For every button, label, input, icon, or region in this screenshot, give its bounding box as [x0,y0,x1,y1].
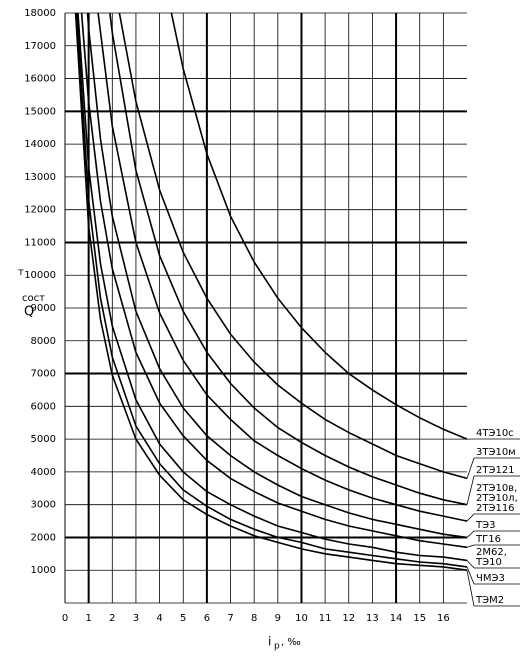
curve [77,12,468,562]
y-tick-label: 12000 [24,205,56,216]
x-label-unit: , ‰ [281,637,301,648]
y-tick-label: 13000 [24,172,56,183]
legend-leader [466,560,475,569]
x-tick-label: 9 [275,613,281,624]
x-label-symbol: i [268,635,271,649]
curve [97,12,468,522]
y-tick-label: 10000 [24,270,56,281]
y-tick-label: 11000 [24,237,56,248]
curve [80,12,468,549]
x-tick-label: 13 [366,613,379,624]
legend-label-line: 2ТЭ10л, [476,493,518,504]
curve [170,12,468,440]
y-label-unit: т [18,267,24,278]
y-tick-label: 7000 [31,369,56,380]
legend-leader [466,457,475,479]
x-tick-label: 14 [390,613,403,624]
curve [74,12,468,571]
y-tick-label: 2000 [31,532,56,543]
x-tick-label: 12 [342,613,355,624]
x-tick-label: 0 [62,613,68,624]
legend-label-line: 2ТЭ116 [476,503,515,514]
legend-label-line: 2М62, [476,547,507,558]
legend-label-line: ТЭ10 [475,557,502,568]
curve [109,12,468,506]
y-tick-label: 14000 [24,139,56,150]
y-tick-label: 6000 [31,401,56,412]
x-tick-label: 5 [180,613,186,624]
curve [118,12,468,480]
x-tick-label: 10 [295,613,308,624]
y-tick-label: 4000 [31,467,56,478]
legend-label: 2ТЭ121 [476,465,515,476]
y-tick-label: 18000 [24,8,56,19]
x-tick-label: 7 [227,613,233,624]
curve [76,12,468,568]
x-tick-label: 1 [85,613,91,624]
y-tick-label: 15000 [24,106,56,117]
x-label-subscript: р [274,642,280,652]
y-tick-label: 16000 [24,74,56,85]
y-tick-label: 8000 [31,336,56,347]
y-tick-label: 17000 [24,41,56,52]
legend-label: ТЭМ2 [475,595,504,606]
y-tick-label: 1000 [31,565,56,576]
y-label-symbol: Q [24,305,34,320]
legend-label: ЧМЭ3 [476,573,505,584]
legend-label-line: 2ТЭ10в, [476,483,517,494]
legend-leader [466,475,475,505]
legend-label: 4ТЭ10с [476,428,514,439]
legend-label: 2М62, ТЭ10 [475,547,507,568]
x-tick-label: 15 [413,613,426,624]
x-tick-label: 6 [204,613,210,624]
x-tick-label: 4 [156,613,162,624]
x-tick-label: 11 [319,613,332,624]
legend-label: 2ТЭ10в, 2ТЭ10л, 2ТЭ116 [476,483,518,514]
x-tick-label: 3 [133,613,139,624]
legend-label: ТГ16 [475,534,501,545]
legend-leader [466,570,475,607]
legend-leader [466,513,475,522]
curve [86,12,468,539]
legend-label: ТЭ3 [475,520,495,531]
x-tick-label: 8 [251,613,257,624]
y-tick-label: 9000 [31,303,56,314]
x-tick-label: 16 [437,613,450,624]
legend-leader [466,566,475,585]
x-tick-label: 2 [109,613,115,624]
legend-leader [466,544,475,548]
legend-label: 3ТЭ10м [476,447,516,458]
y-tick-label: 3000 [31,500,56,511]
legend-leader [466,530,475,538]
y-label-subscript: сост [22,293,45,304]
y-tick-label: 5000 [31,434,56,445]
